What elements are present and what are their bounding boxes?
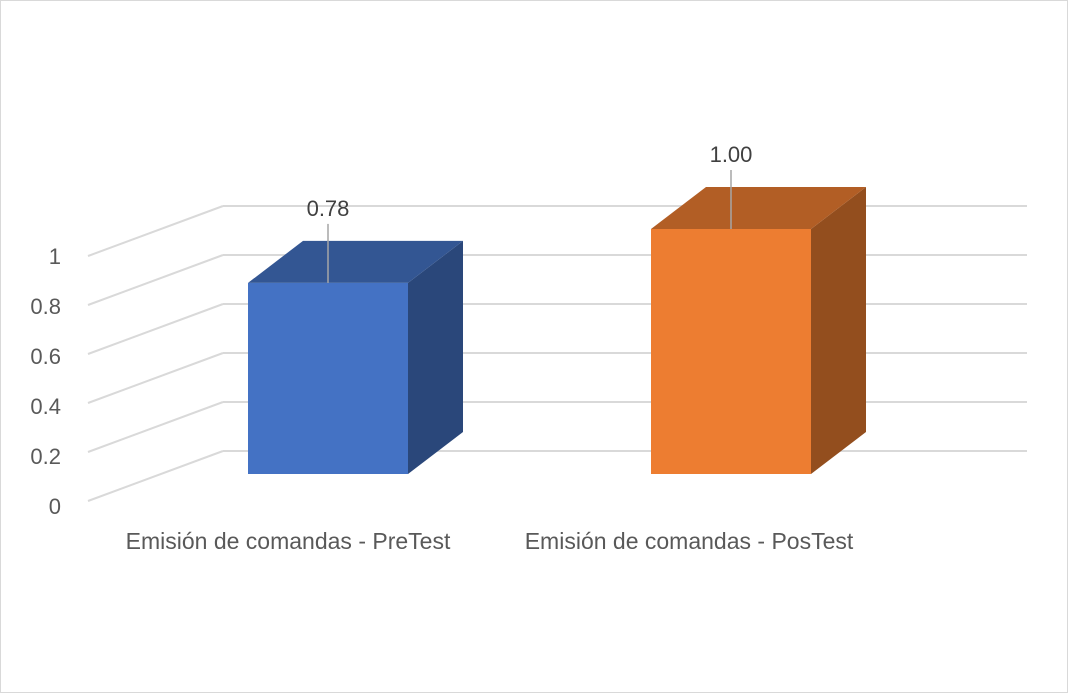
category-label: Emisión de comandas - PosTest	[525, 528, 854, 554]
y-tick-label: 0	[49, 494, 61, 519]
bar-1	[651, 187, 866, 474]
bars	[248, 187, 866, 474]
bar-0	[248, 240, 463, 474]
gridline-side-4	[87, 254, 224, 306]
y-tick-label: 1	[49, 244, 61, 269]
bar-front-face	[248, 282, 408, 474]
gridlines	[87, 205, 1027, 502]
bar-top-face	[248, 240, 463, 283]
category-label: Emisión de comandas - PreTest	[126, 528, 451, 554]
y-tick-label: 0.6	[30, 344, 61, 369]
x-axis-category-labels: Emisión de comandas - PreTest Emisión de …	[126, 528, 854, 554]
gridline-side-0	[87, 450, 224, 502]
y-tick-label: 0.2	[30, 444, 61, 469]
bar-front-face	[651, 229, 811, 474]
gridline-side-5	[87, 205, 224, 257]
gridline-side-1	[87, 401, 224, 453]
data-labels: 0.78 1.00	[307, 142, 753, 283]
bar-side-face	[811, 187, 866, 474]
data-label: 0.78	[307, 196, 350, 221]
bar-top-face	[651, 187, 866, 229]
data-label: 1.00	[710, 142, 753, 167]
y-axis-tick-labels: 0 0.2 0.4 0.6 0.8 1	[30, 244, 61, 519]
gridline-side-2	[87, 352, 224, 404]
gridline-side-3	[87, 303, 224, 355]
y-tick-label: 0.4	[30, 394, 61, 419]
bar-side-face	[408, 240, 463, 474]
y-tick-label: 0.8	[30, 294, 61, 319]
